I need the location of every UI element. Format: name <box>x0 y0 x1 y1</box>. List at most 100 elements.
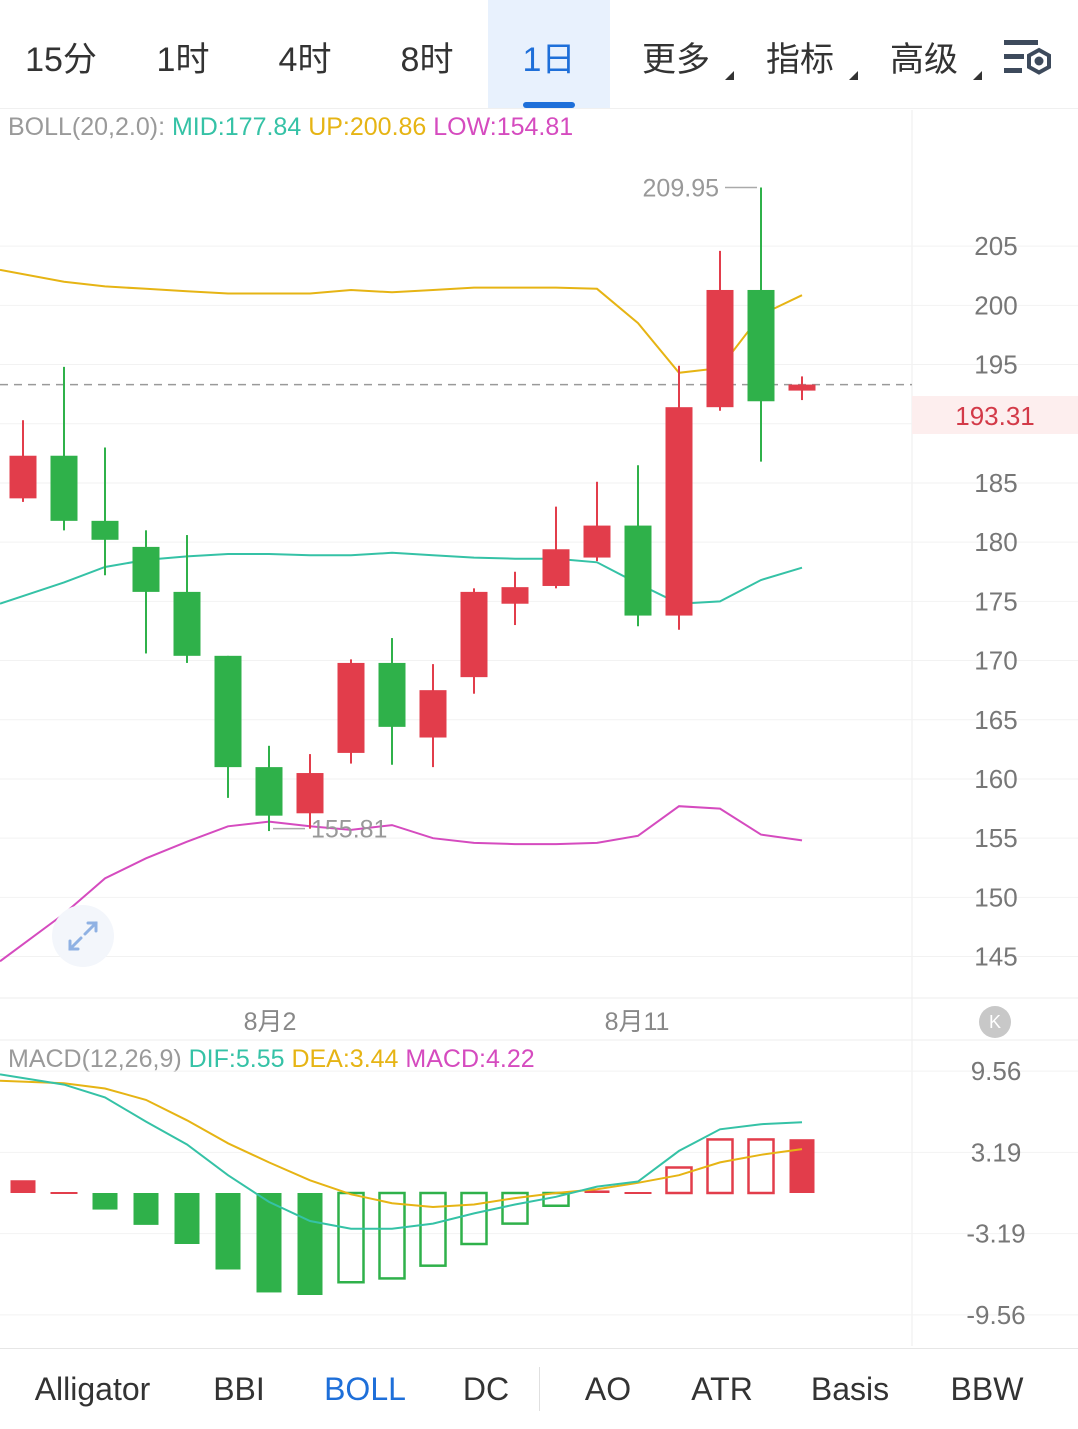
macd-bar <box>419 1191 447 1267</box>
chart-grid <box>0 110 1078 1346</box>
price-tick-label: 185 <box>974 468 1017 498</box>
candle-body <box>419 690 447 738</box>
indicator-tab-ao[interactable]: AO <box>568 1349 648 1429</box>
candle-body <box>9 455 37 499</box>
indicator-tab-bbi[interactable]: BBI <box>190 1349 288 1429</box>
indicator-tab-bbw[interactable]: BBW <box>940 1349 1034 1429</box>
price-tick-label: 150 <box>974 882 1017 912</box>
candle-body <box>132 546 160 592</box>
macd-bar <box>747 1138 775 1195</box>
indicator-tab-bar: Alligator BBI BOLL DC AO ATR Basis BBW <box>0 1348 1078 1429</box>
macd-bar <box>92 1193 118 1210</box>
candle-body <box>214 655 242 768</box>
macd-tick-label: 9.56 <box>971 1056 1022 1086</box>
candle-body <box>91 520 119 540</box>
indicator-tab-divider <box>539 1367 540 1411</box>
price-tick-label: 170 <box>974 646 1017 676</box>
macd-bar <box>215 1193 241 1270</box>
boll-mid-value: MID:177.84 <box>171 113 302 141</box>
tab-1hour[interactable]: 1时 <box>122 0 244 108</box>
macd-bar <box>378 1191 406 1280</box>
macd-tick-label: -3.19 <box>966 1219 1025 1249</box>
macd-dea-line <box>0 1079 803 1209</box>
dropdown-caret-icon <box>725 71 734 80</box>
macd-legend: MACD(12,26,9) DIF:5.55 DEA:3.44 MACD:4.2… <box>8 1045 535 1074</box>
macd-bar <box>10 1180 36 1193</box>
dropdown-caret-icon <box>849 71 858 80</box>
indicator-tab-label: BBI <box>213 1371 265 1407</box>
tab-label: 更多 <box>642 41 710 79</box>
boll-lower-line <box>0 805 803 963</box>
candle-body <box>460 591 488 678</box>
macd-tick-label: -9.56 <box>966 1300 1025 1330</box>
macd-bar <box>337 1191 365 1284</box>
date-label: 8月11 <box>605 1008 670 1036</box>
tab-label: 1时 <box>156 41 210 79</box>
macd-bar <box>133 1193 159 1225</box>
tab-label: 1日 <box>522 41 576 79</box>
macd-bar <box>460 1191 488 1246</box>
dropdown-caret-icon <box>973 71 982 80</box>
candle-body <box>542 549 570 586</box>
indicator-tab-label: Alligator <box>34 1371 151 1407</box>
candle-body <box>50 455 78 521</box>
price-tick-label: 200 <box>974 290 1017 320</box>
date-label: 8月2 <box>244 1008 297 1036</box>
indicator-tab-boll[interactable]: BOLL <box>312 1349 418 1429</box>
candle-body <box>747 289 775 402</box>
jump-to-latest-icon: K <box>988 1012 1001 1032</box>
period-tab-bar: 15分 1时 4时 8时 1日 更多 指标 高级 <box>0 0 1078 109</box>
indicator-tab-basis[interactable]: Basis <box>800 1349 900 1429</box>
candle-body <box>788 384 816 391</box>
candle-body <box>706 289 734 408</box>
indicator-tab-label: BBW <box>950 1371 1024 1407</box>
tab-indicators[interactable]: 指标 <box>748 0 858 108</box>
indicator-tab-label: ATR <box>691 1371 753 1407</box>
price-tick-label: 205 <box>974 231 1017 261</box>
indicator-tab-dc[interactable]: DC <box>446 1349 526 1429</box>
tab-4hour[interactable]: 4时 <box>244 0 366 108</box>
indicator-tab-alligator[interactable]: Alligator <box>20 1349 165 1429</box>
candles <box>9 187 816 832</box>
macd-bar <box>501 1191 529 1225</box>
price-tick-label: 175 <box>974 586 1017 616</box>
indicator-tab-atr[interactable]: ATR <box>680 1349 764 1429</box>
tab-8hour[interactable]: 8时 <box>366 0 488 108</box>
candle-body <box>378 662 406 727</box>
macd-bar <box>584 1190 610 1193</box>
macd-value: MACD:4.22 <box>405 1045 535 1073</box>
low-marker-label: 155.81 <box>311 816 387 844</box>
candle-body <box>665 407 693 616</box>
macd-bar <box>297 1193 323 1295</box>
macd-tick-label: 3.19 <box>971 1137 1022 1167</box>
candle-body <box>296 773 324 814</box>
tab-more[interactable]: 更多 <box>624 0 734 108</box>
expand-chart-button[interactable] <box>52 905 114 967</box>
tab-1day[interactable]: 1日 <box>488 0 610 108</box>
high-marker-label: 209.95 <box>643 175 719 203</box>
boll-up-value: UP:200.86 <box>308 113 427 141</box>
chart-settings-icon[interactable] <box>1002 36 1054 80</box>
active-tab-indicator <box>523 102 575 108</box>
indicator-tab-label: AO <box>584 1371 632 1407</box>
tab-label: 15分 <box>25 41 97 79</box>
tab-15min[interactable]: 15分 <box>0 0 122 108</box>
tab-advanced[interactable]: 高级 <box>872 0 982 108</box>
axis-labels: 2052001951901851801751701651601551501459… <box>244 175 1026 1330</box>
candle-body <box>501 587 529 604</box>
boll-low-value: LOW:154.81 <box>433 113 574 141</box>
boll-upper-line <box>0 268 803 374</box>
boll-name: BOLL(20,2.0): <box>8 113 166 141</box>
boll-legend: BOLL(20,2.0): MID:177.84 UP:200.86 LOW:1… <box>8 113 573 142</box>
macd-dea-value: DEA:3.44 <box>291 1045 399 1073</box>
indicator-tab-label: BOLL <box>324 1371 406 1407</box>
indicator-tab-label: DC <box>462 1371 510 1407</box>
macd-bar <box>706 1138 734 1195</box>
macd-dif-value: DIF:5.55 <box>188 1045 285 1073</box>
tab-label: 8时 <box>400 41 454 79</box>
jump-to-latest-button[interactable]: K <box>979 1006 1011 1038</box>
price-tick-label: 155 <box>974 823 1017 853</box>
expand-arrows-icon <box>68 921 98 951</box>
candle-body <box>583 525 611 558</box>
